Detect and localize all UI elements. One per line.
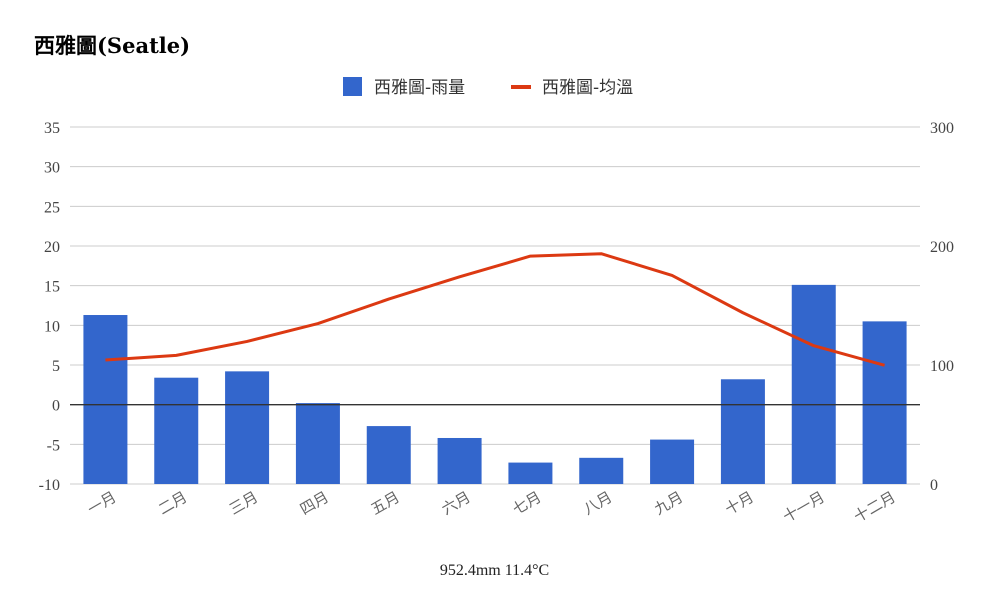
- grid-lines: [70, 126, 920, 485]
- category-label: 十二月: [851, 488, 899, 526]
- right-tick-label: 200: [930, 239, 954, 256]
- temperature-line-path: [105, 252, 885, 367]
- legend-swatch-rainfall: [343, 77, 362, 96]
- left-tick-label: 25: [44, 199, 60, 216]
- category-label: 七月: [509, 488, 544, 519]
- rainfall-bar: [720, 379, 765, 484]
- temperature-line: [105, 252, 885, 367]
- category-label: 四月: [297, 488, 332, 519]
- rainfall-bar: [650, 439, 695, 484]
- category-label: 三月: [226, 488, 261, 519]
- left-tick-label: 20: [44, 239, 60, 256]
- rainfall-bar: [579, 457, 624, 484]
- legend-label-rainfall: 西雅圖-雨量: [374, 78, 465, 98]
- left-tick-label: -10: [39, 477, 60, 494]
- right-tick-label: 100: [930, 358, 954, 375]
- left-tick-label: 10: [44, 318, 60, 335]
- rainfall-bar: [83, 315, 128, 484]
- rainfall-bar: [154, 377, 199, 484]
- category-label: 十一月: [780, 488, 828, 526]
- category-label: 六月: [439, 488, 474, 519]
- rainfall-bar: [225, 371, 270, 484]
- category-label: 九月: [651, 488, 686, 519]
- right-tick-label: 300: [930, 120, 954, 137]
- category-label: 十月: [722, 488, 757, 519]
- category-labels: 一月 二月 三月 四月 五月 六月 七月 八月 九月 十月 十一月 十二月: [84, 488, 898, 526]
- left-tick-label: 35: [44, 120, 60, 137]
- left-tick-label: 15: [44, 279, 60, 296]
- left-tick-label: 0: [52, 398, 60, 415]
- rainfall-bar: [437, 437, 482, 484]
- rainfall-bar: [295, 403, 340, 484]
- rainfall-bar: [791, 284, 836, 484]
- rainfall-bar: [508, 462, 553, 484]
- rainfall-bars: [83, 284, 907, 484]
- chart-title: 西雅圖(Seatle): [34, 33, 191, 58]
- category-label: 八月: [580, 488, 615, 519]
- left-tick-label: -5: [47, 437, 60, 454]
- category-label: 一月: [84, 488, 119, 519]
- right-axis-ticks: 0 100 200 300: [930, 120, 954, 494]
- category-label: 二月: [155, 488, 190, 519]
- left-tick-label: 30: [44, 160, 60, 177]
- rainfall-bar: [862, 321, 907, 484]
- legend: 西雅圖-雨量 西雅圖-均溫: [343, 77, 633, 98]
- left-axis-ticks: -10 -5 0 5 10 15 20 25 30 35: [39, 120, 60, 494]
- legend-label-temperature: 西雅圖-均溫: [542, 78, 633, 98]
- chart-footer-note: 952.4mm 11.4°C: [439, 562, 550, 579]
- rainfall-bar: [366, 426, 411, 484]
- right-tick-label: 0: [930, 477, 938, 494]
- left-tick-label: 5: [52, 358, 60, 375]
- category-label: 五月: [368, 488, 403, 519]
